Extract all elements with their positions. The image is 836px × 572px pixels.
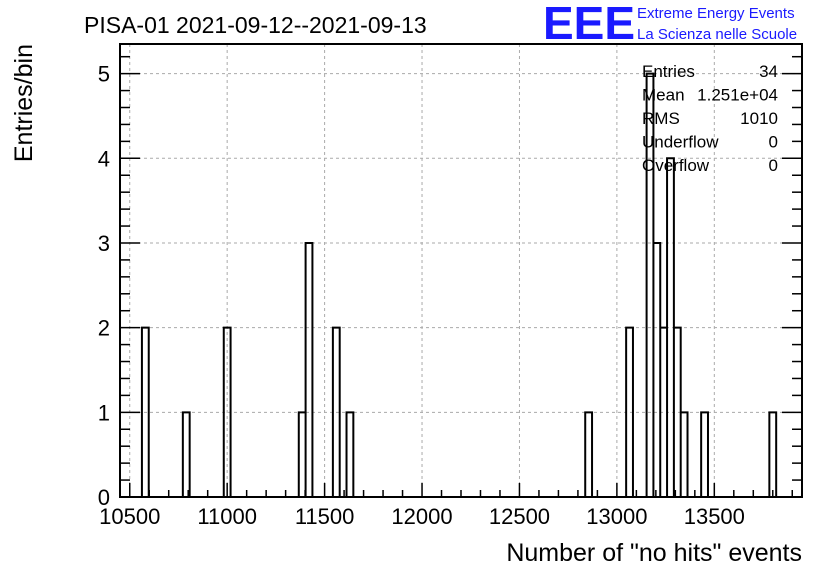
stats-label: RMS bbox=[642, 109, 680, 128]
stats-label: Entries bbox=[642, 62, 695, 81]
logo: EEE Extreme Energy Events La Scienza nel… bbox=[543, 0, 797, 49]
x-tick-label: 11000 bbox=[197, 504, 257, 529]
chart-title: PISA-01 2021-09-12--2021-09-13 bbox=[84, 12, 427, 38]
y-tick-labels: 0 1 2 3 4 5 bbox=[98, 62, 110, 510]
x-tick-label: 12000 bbox=[391, 504, 452, 529]
x-tick-labels: 10500 11000 11500 12000 12500 13000 13500 bbox=[99, 504, 745, 529]
stats-value: 1.251e+04 bbox=[697, 86, 778, 105]
y-tick-label: 2 bbox=[98, 316, 110, 341]
stats-label: Mean bbox=[642, 86, 685, 105]
x-tick-label: 13500 bbox=[684, 504, 745, 529]
x-tick-label: 11500 bbox=[295, 504, 355, 529]
x-tick-label: 13000 bbox=[586, 504, 647, 529]
x-tick-label: 10500 bbox=[99, 504, 160, 529]
y-tick-label: 4 bbox=[98, 146, 110, 171]
y-tick-label: 1 bbox=[98, 400, 110, 425]
plot-frame bbox=[119, 43, 803, 498]
y-tick-label: 5 bbox=[98, 62, 110, 87]
logo-line-1: Extreme Energy Events bbox=[637, 5, 795, 22]
stats-label: Underflow bbox=[642, 133, 719, 152]
y-tick-label: 3 bbox=[98, 231, 110, 256]
x-axis-label: Number of "no hits" events bbox=[506, 539, 802, 567]
stats-box: Entries 34 Mean 1.251e+04 RMS 1010 Underflow 0 O… bbox=[642, 62, 778, 175]
stats-value: 1010 bbox=[740, 109, 778, 128]
stats-value: 0 bbox=[769, 133, 778, 152]
x-tick-label: 12500 bbox=[489, 504, 550, 529]
axis-ticks bbox=[120, 55, 802, 498]
stats-value: 34 bbox=[759, 62, 778, 81]
eee-logo-mark: EEE bbox=[543, 0, 635, 49]
y-axis-label: Entries/bin bbox=[10, 44, 38, 162]
grid-lines bbox=[120, 44, 802, 497]
y-tick-label: 0 bbox=[98, 485, 110, 510]
stats-value: 0 bbox=[769, 156, 778, 175]
stats-label: Overflow bbox=[642, 156, 710, 175]
logo-line-2: La Scienza nelle Scuole bbox=[637, 26, 797, 43]
